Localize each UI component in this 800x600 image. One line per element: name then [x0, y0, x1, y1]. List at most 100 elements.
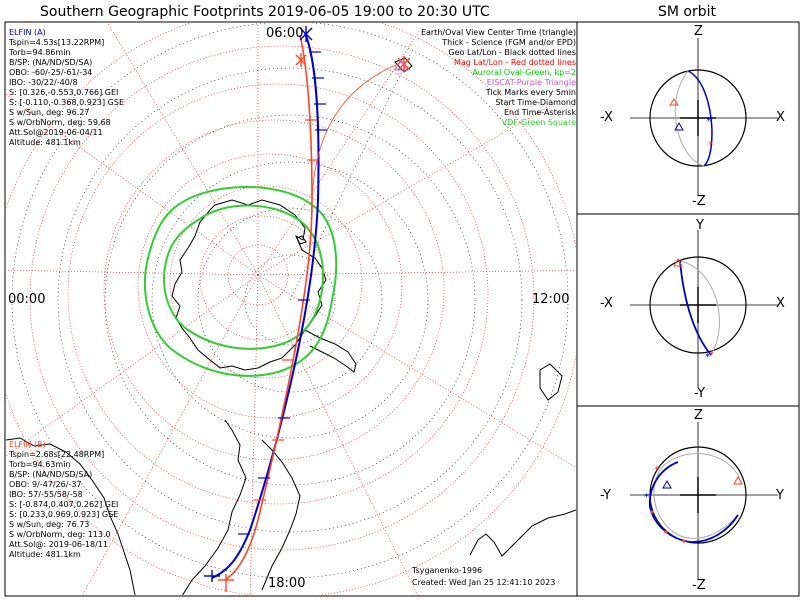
elfin-b-info: ELFIN (B) Tspin=2.68s[22.48RPM] Torb=94.…	[9, 440, 118, 560]
elfin-a-line: OBO: -60/-25/-61/-34	[9, 68, 93, 77]
elfin-b-line: IBO: 57/-55/58/-58	[9, 490, 83, 499]
elfin-b-line: S: [0.233,0.969,0.923] GSE	[9, 510, 119, 519]
elfin-b-asterisk: *	[708, 140, 713, 151]
elfin-b-name: ELFIN (B)	[9, 440, 46, 449]
antarctic-peninsula	[304, 329, 357, 373]
elfin-a-line: Tspin=4.53s[13.22RPM]	[9, 38, 105, 47]
elfin-a-line: Att.Sol@2019-06-04/11	[9, 128, 103, 137]
elfin-a-asterisk: *	[705, 352, 710, 363]
elfin-a-line: IBO: -30/22/-40/8	[9, 78, 78, 87]
xy-bottom-label: -Y	[694, 386, 706, 401]
sm-orbit-title: SM orbit	[658, 4, 717, 20]
elfin-a-line: S w/Sun, deg: 96.27	[9, 108, 90, 117]
yz-right-label: Y	[776, 488, 784, 503]
elfin-b-start-marker	[218, 574, 234, 592]
time-label-left: 00:00	[8, 292, 46, 307]
xz-top-label: Z	[694, 24, 703, 39]
elfin-b-track	[224, 34, 313, 581]
elfin-a-line: S: [-0.110,-0.368,0.923] GSE	[9, 98, 124, 107]
elfin-b-line: S w/OrbNorm, deg: 113.0	[9, 530, 111, 539]
eiscat-triangle	[394, 59, 408, 71]
elfin-b-asterisk: *	[709, 350, 714, 361]
elfin-a-line: S: [0.326,-0.553,0.766] GEI	[9, 88, 119, 97]
elfin-a-orbit	[687, 70, 713, 167]
elfin-b-line: Tspin=2.68s[22.48RPM]	[9, 450, 105, 459]
islands-top	[296, 57, 413, 245]
earth-circle	[649, 256, 747, 354]
legend-item: Tick Marks every 5min	[485, 88, 576, 97]
elfin-b-line: S: [-0.874,0.407,0.262] GEI	[9, 500, 119, 509]
time-label-top: 06:00	[266, 26, 304, 41]
legend-item: Mag Lat/Lon - Red dotted lines	[453, 58, 576, 67]
elfin-b-line: B/SP: (NA/ND/SD/SA)	[9, 470, 93, 479]
elfin-a-orbit	[679, 260, 712, 356]
sm-panel-yz: * *	[630, 422, 778, 579]
xy-right-label: X	[776, 296, 785, 311]
elfin-b-end-asterisk	[295, 53, 411, 72]
elfin-a-line: Altitude: 481.1km	[9, 138, 81, 147]
earth-circle	[649, 69, 747, 167]
time-label-bottom: 18:00	[268, 576, 306, 591]
side-frame-3	[576, 405, 800, 597]
legend-item: Auroral Oval-Green, kp=2	[472, 68, 576, 77]
auroral-oval-inner	[163, 204, 324, 350]
landmass-bottom-left	[6, 437, 136, 595]
sm-panel-xz: * *	[630, 38, 778, 195]
yz-left-label: -Y	[600, 488, 612, 503]
antarctica-coastline	[171, 199, 327, 371]
xy-left-label: -X	[600, 296, 613, 311]
elfin-a-dot	[682, 539, 686, 543]
legend-item: End Time-Asterisk	[503, 108, 576, 117]
south-america	[182, 419, 301, 595]
xz-bottom-label: -Z	[692, 194, 706, 209]
legend-item: VDF-Green Square	[501, 118, 576, 127]
elfin-b-ticks	[254, 119, 319, 501]
legend-item: Start Time-Diamond	[495, 98, 576, 107]
elfin-b-orbit	[679, 260, 720, 356]
created-label: Created: Wed Jan 25 12:41:10 2023	[412, 578, 556, 587]
elfin-b-marker	[669, 98, 679, 106]
elfin-a-line: Torb=94.86min	[9, 48, 71, 57]
geo-grid	[11, 23, 569, 579]
elfin-b-asterisk: *	[654, 465, 659, 476]
elfin-a-dot	[650, 510, 654, 514]
elfin-a-line: B/SP: (NA/ND/SD/SA)	[9, 58, 93, 67]
elfin-a-line: S w/OrbNorm, deg: 59.68	[9, 118, 111, 127]
elfin-a-asterisk: *	[644, 492, 649, 503]
elfin-a-end-asterisk	[299, 26, 313, 42]
legend: Earth/Oval View Center Time (triangle) T…	[356, 28, 576, 128]
elfin-a-info: ELFIN (A) Tspin=4.53s[13.22RPM] Torb=94.…	[9, 28, 124, 148]
yz-top-label: Z	[694, 408, 703, 423]
elfin-b-line: Torb=94.63min	[9, 460, 71, 469]
elfin-b-line: S w/Sun, deg: 76.73	[9, 520, 90, 529]
plot-title: Southern Geographic Footprints 2019-06-0…	[40, 4, 490, 20]
legend-item: Earth/Oval View Center Time (triangle)	[420, 28, 576, 37]
elfin-a-marker	[662, 479, 672, 489]
mag-grid	[6, 23, 576, 595]
elfin-b-marker	[673, 257, 683, 267]
elfin-b-track-thin	[311, 61, 404, 201]
elfin-a-asterisk: *	[706, 116, 711, 127]
elfin-a-ticks	[238, 51, 327, 535]
elfin-a-name: ELFIN (A)	[9, 28, 46, 37]
elfin-b-line: Att.Sol@: 2019-06-18/11	[9, 540, 108, 549]
xz-left-label: -X	[600, 110, 613, 125]
yz-bottom-label: -Z	[692, 578, 706, 593]
legend-item: Geo Lat/Lon - Black dotted lines	[448, 48, 576, 57]
xy-top-label: Y	[696, 218, 704, 233]
elfin-b-line: OBO: 9/-47/26/-37	[9, 480, 82, 489]
elfin-a-orbit	[648, 461, 739, 543]
elfin-b-orbit	[653, 453, 741, 539]
landmass-right	[469, 363, 576, 557]
time-label-right: 12:00	[532, 292, 570, 307]
sm-panel-xy: * *	[630, 230, 778, 387]
xz-right-label: X	[776, 110, 785, 125]
elfin-a-marker	[674, 121, 684, 131]
legend-item: Thick - Science (FGM and/or EPD)	[442, 38, 576, 47]
legend-item: EISCAT-Purple Triangle	[486, 78, 576, 87]
elfin-b-line: Altitude: 481.1km	[9, 550, 81, 559]
elfin-a-start-marker	[204, 570, 220, 582]
elfin-b-marker	[733, 475, 743, 485]
elfin-a-track	[211, 32, 320, 579]
